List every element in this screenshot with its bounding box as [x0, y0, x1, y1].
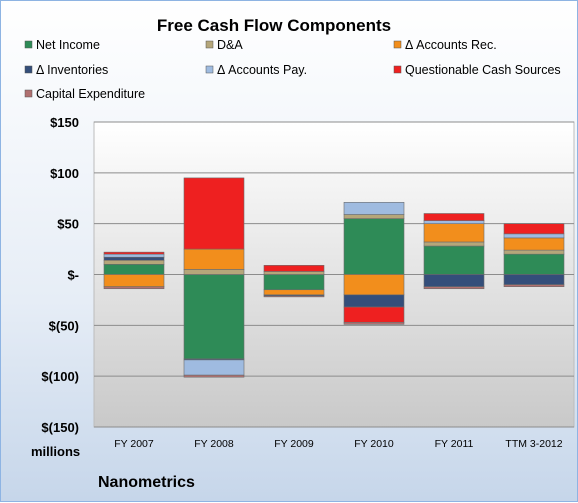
- bar-questionable-cash-sources: [423, 213, 485, 221]
- bar-questionable-cash-sources: [503, 223, 565, 235]
- y-tick-label: $(100): [41, 369, 79, 384]
- bar-net-income: [423, 245, 485, 275]
- legend-label-net-income: Net Income: [36, 38, 100, 52]
- legend-label-accounts-pay: Δ Accounts Pay.: [217, 63, 307, 77]
- bar-questionable-cash-sources: [343, 306, 405, 323]
- legend-swatch-capital-expenditure: [24, 89, 33, 98]
- legend-label-inventories: Δ Inventories: [36, 63, 108, 77]
- y-tick-label: $(50): [49, 318, 79, 333]
- gridlines: [94, 121, 574, 428]
- bar-accounts-rec: [423, 223, 485, 243]
- bar-inventories: [423, 274, 485, 287]
- bar-accounts-pay: [103, 253, 165, 258]
- chart-title: Free Cash Flow Components: [157, 16, 391, 35]
- bar-accounts-pay: [183, 359, 245, 376]
- legend-swatch-questionable-cash-sources: [393, 65, 402, 74]
- bar-accounts-pay: [343, 202, 405, 215]
- bar-net-income: [263, 274, 325, 291]
- legend-swatch-inventories: [24, 65, 33, 74]
- bar-d-a: [343, 214, 405, 219]
- x-category-label: FY 2008: [194, 438, 234, 450]
- bar-d-a: [263, 271, 325, 275]
- bar-accounts-rec: [103, 274, 165, 287]
- x-category-label: TTM 3-2012: [505, 438, 562, 450]
- legend-swatch-accounts-rec: [393, 40, 402, 49]
- x-category-label: FY 2007: [114, 438, 154, 450]
- bar-net-income: [343, 218, 405, 275]
- bar-inventories: [343, 294, 405, 308]
- bar-accounts-rec: [183, 248, 245, 270]
- bar-questionable-cash-sources: [183, 177, 245, 250]
- bar-d-a: [183, 269, 245, 275]
- bar-accounts-pay: [423, 220, 485, 224]
- company-name: Nanometrics: [98, 474, 195, 491]
- y-axis: $150 $100 $50 $- $(50) $(100) $(150): [41, 115, 79, 435]
- bar-capital-expenditure: [103, 286, 165, 290]
- y-tick-label: $-: [67, 268, 79, 283]
- bar-questionable-cash-sources: [103, 251, 165, 255]
- unit-label: millions: [31, 444, 80, 459]
- legend-label-capital-expenditure: Capital Expenditure: [36, 87, 145, 101]
- bar-inventories: [103, 256, 165, 261]
- legend-swatch-accounts-pay: [205, 65, 214, 74]
- y-tick-label: $100: [50, 166, 79, 181]
- bar-d-a: [503, 249, 565, 255]
- legend-swatch-d-a: [205, 40, 214, 49]
- y-tick-label: $(150): [41, 420, 79, 435]
- legend-label-accounts-rec: Δ Accounts Rec.: [405, 38, 497, 52]
- bar-d-a: [103, 259, 165, 265]
- x-category-label: FY 2009: [274, 438, 314, 450]
- bar-accounts-rec: [343, 274, 405, 296]
- bar-questionable-cash-sources: [263, 265, 325, 272]
- bar-capital-expenditure: [503, 284, 565, 287]
- bar-accounts-rec: [503, 237, 565, 251]
- bar-accounts-rec: [263, 289, 325, 296]
- legend-swatch-net-income: [24, 40, 33, 49]
- bar-net-income: [503, 253, 565, 275]
- bar-capital-expenditure: [263, 295, 325, 298]
- y-tick-label: $150: [50, 115, 79, 130]
- x-axis: FY 2007 FY 2008 FY 2009 FY 2010 FY 2011 TTM 3…: [114, 438, 563, 450]
- legend: Net Income D&A Δ Accounts Rec. Δ Inventorie…: [24, 38, 561, 101]
- bar-capital-expenditure: [423, 286, 485, 290]
- y-tick-label: $50: [57, 217, 79, 232]
- bar-net-income: [103, 264, 165, 275]
- bar-capital-expenditure: [183, 374, 245, 378]
- bar-d-a: [423, 241, 485, 247]
- bar-inventories: [503, 274, 565, 285]
- bar-accounts-pay: [503, 233, 565, 239]
- bars: [103, 177, 565, 378]
- legend-label-questionable-cash-sources: Questionable Cash Sources: [405, 63, 561, 77]
- bar-capital-expenditure: [343, 321, 405, 325]
- x-category-label: FY 2010: [354, 438, 394, 450]
- x-category-label: FY 2011: [435, 438, 474, 450]
- bar-net-income: [183, 274, 245, 360]
- legend-label-d-a: D&A: [217, 38, 243, 52]
